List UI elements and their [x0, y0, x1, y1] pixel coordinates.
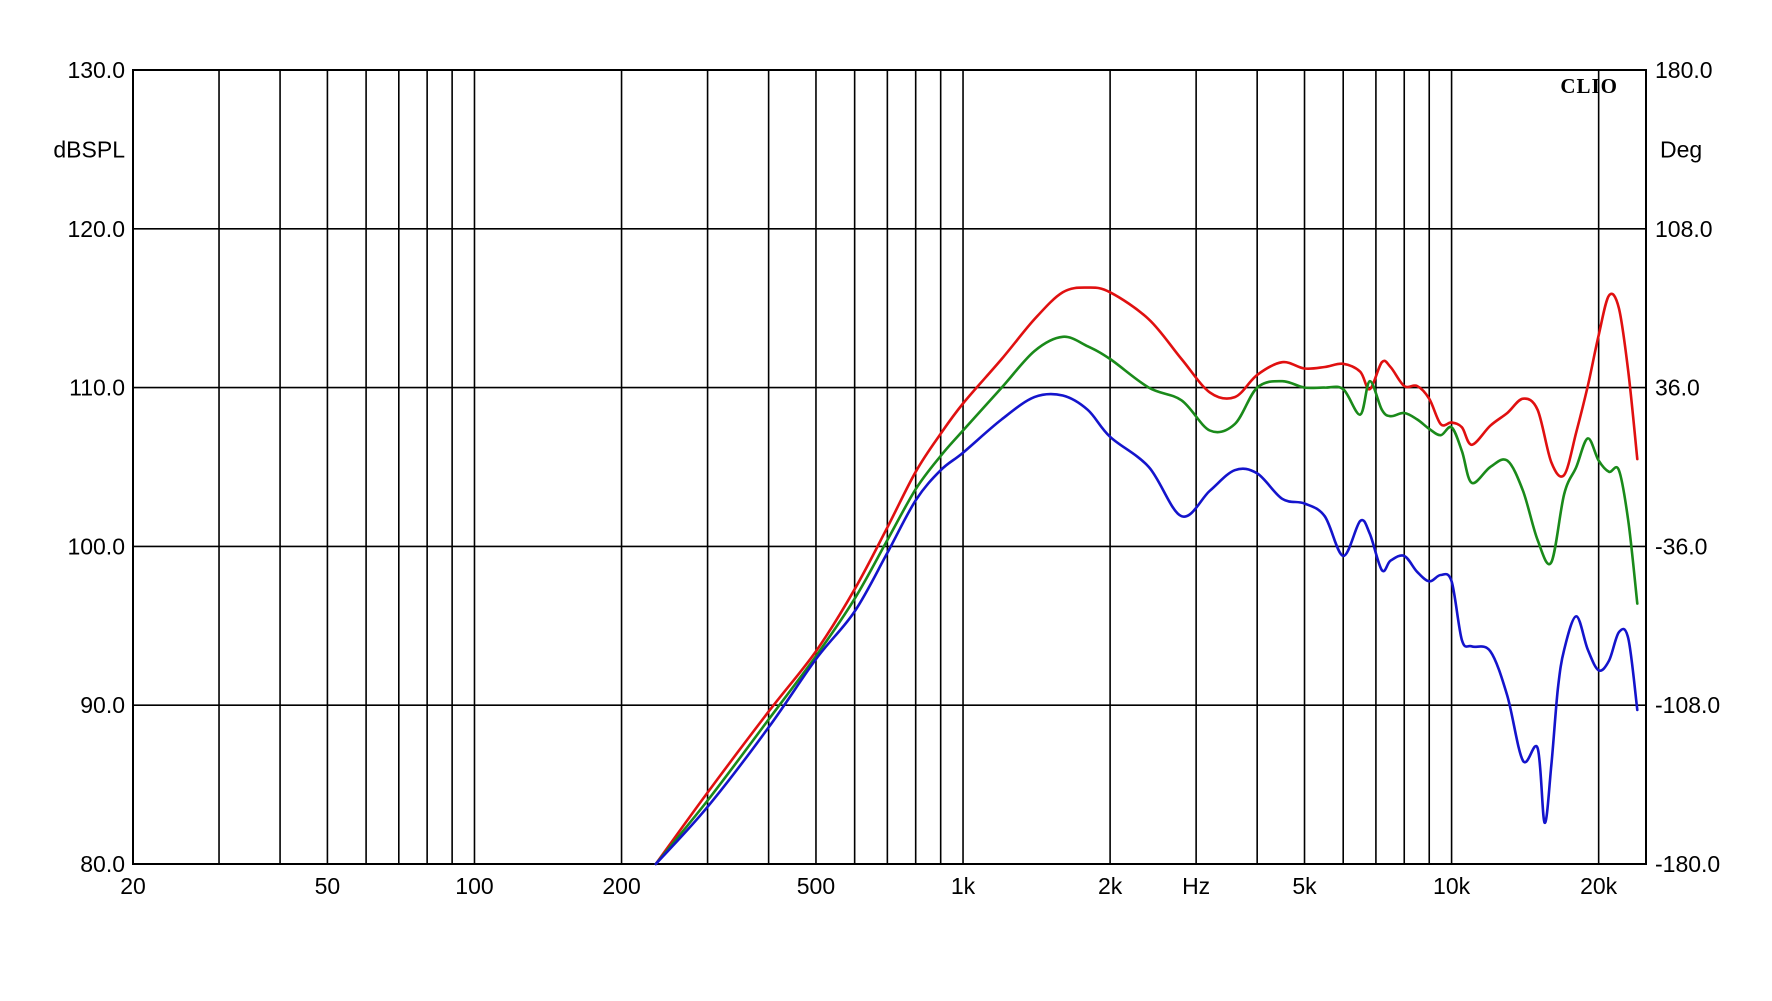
series-layer [654, 286, 1639, 866]
x-tick-label: 20 [120, 873, 146, 899]
y-tick-label: 110.0 [69, 375, 125, 401]
x-tick-label: 1k [951, 873, 976, 899]
clio-brand-label: CLIO [1560, 74, 1618, 98]
vertical-grid [218, 70, 1600, 864]
series-line-3 [654, 392, 1639, 866]
y2-tick-label: 180.0 [1655, 57, 1713, 83]
y-axis-label: dBSPL [53, 136, 125, 162]
x-tick-label: 100 [455, 873, 493, 899]
x-tick-label: 2k [1098, 873, 1123, 899]
y-tick-label: 100.0 [67, 533, 125, 559]
y2-axis-label: Deg [1660, 136, 1702, 162]
series-line-1 [654, 286, 1639, 866]
x-tick-label: 500 [797, 873, 835, 899]
x-tick-label: 50 [315, 873, 341, 899]
series-line-2 [654, 335, 1639, 866]
x-tick-labels: 20 50 100 200 500 1k 2k 5k 10k 20k [120, 873, 1617, 899]
x-tick-label: 20k [1580, 873, 1618, 899]
plot-frame [132, 69, 1647, 865]
x-tick-label: 5k [1292, 873, 1317, 899]
x-tick-label: 200 [602, 873, 640, 899]
x-axis-label: Hz [1182, 873, 1210, 899]
y-tick-label: 130.0 [67, 57, 125, 83]
y2-tick-label: 108.0 [1655, 216, 1713, 242]
y2-tick-label: 36.0 [1655, 375, 1700, 401]
y2-tick-label: -108.0 [1655, 692, 1720, 718]
y-tick-label: 90.0 [80, 692, 125, 718]
y2-tick-label: -180.0 [1655, 851, 1720, 877]
y-tick-labels: 80.0 90.0 100.0 110.0 120.0 130.0 [67, 57, 125, 877]
x-tick-label: 10k [1433, 873, 1471, 899]
y2-tick-labels: -180.0 -108.0 -36.0 36.0 108.0 180.0 [1655, 57, 1720, 877]
y-tick-label: 120.0 [67, 216, 125, 242]
y-tick-label: 80.0 [80, 851, 125, 877]
y2-tick-label: -36.0 [1655, 533, 1707, 559]
